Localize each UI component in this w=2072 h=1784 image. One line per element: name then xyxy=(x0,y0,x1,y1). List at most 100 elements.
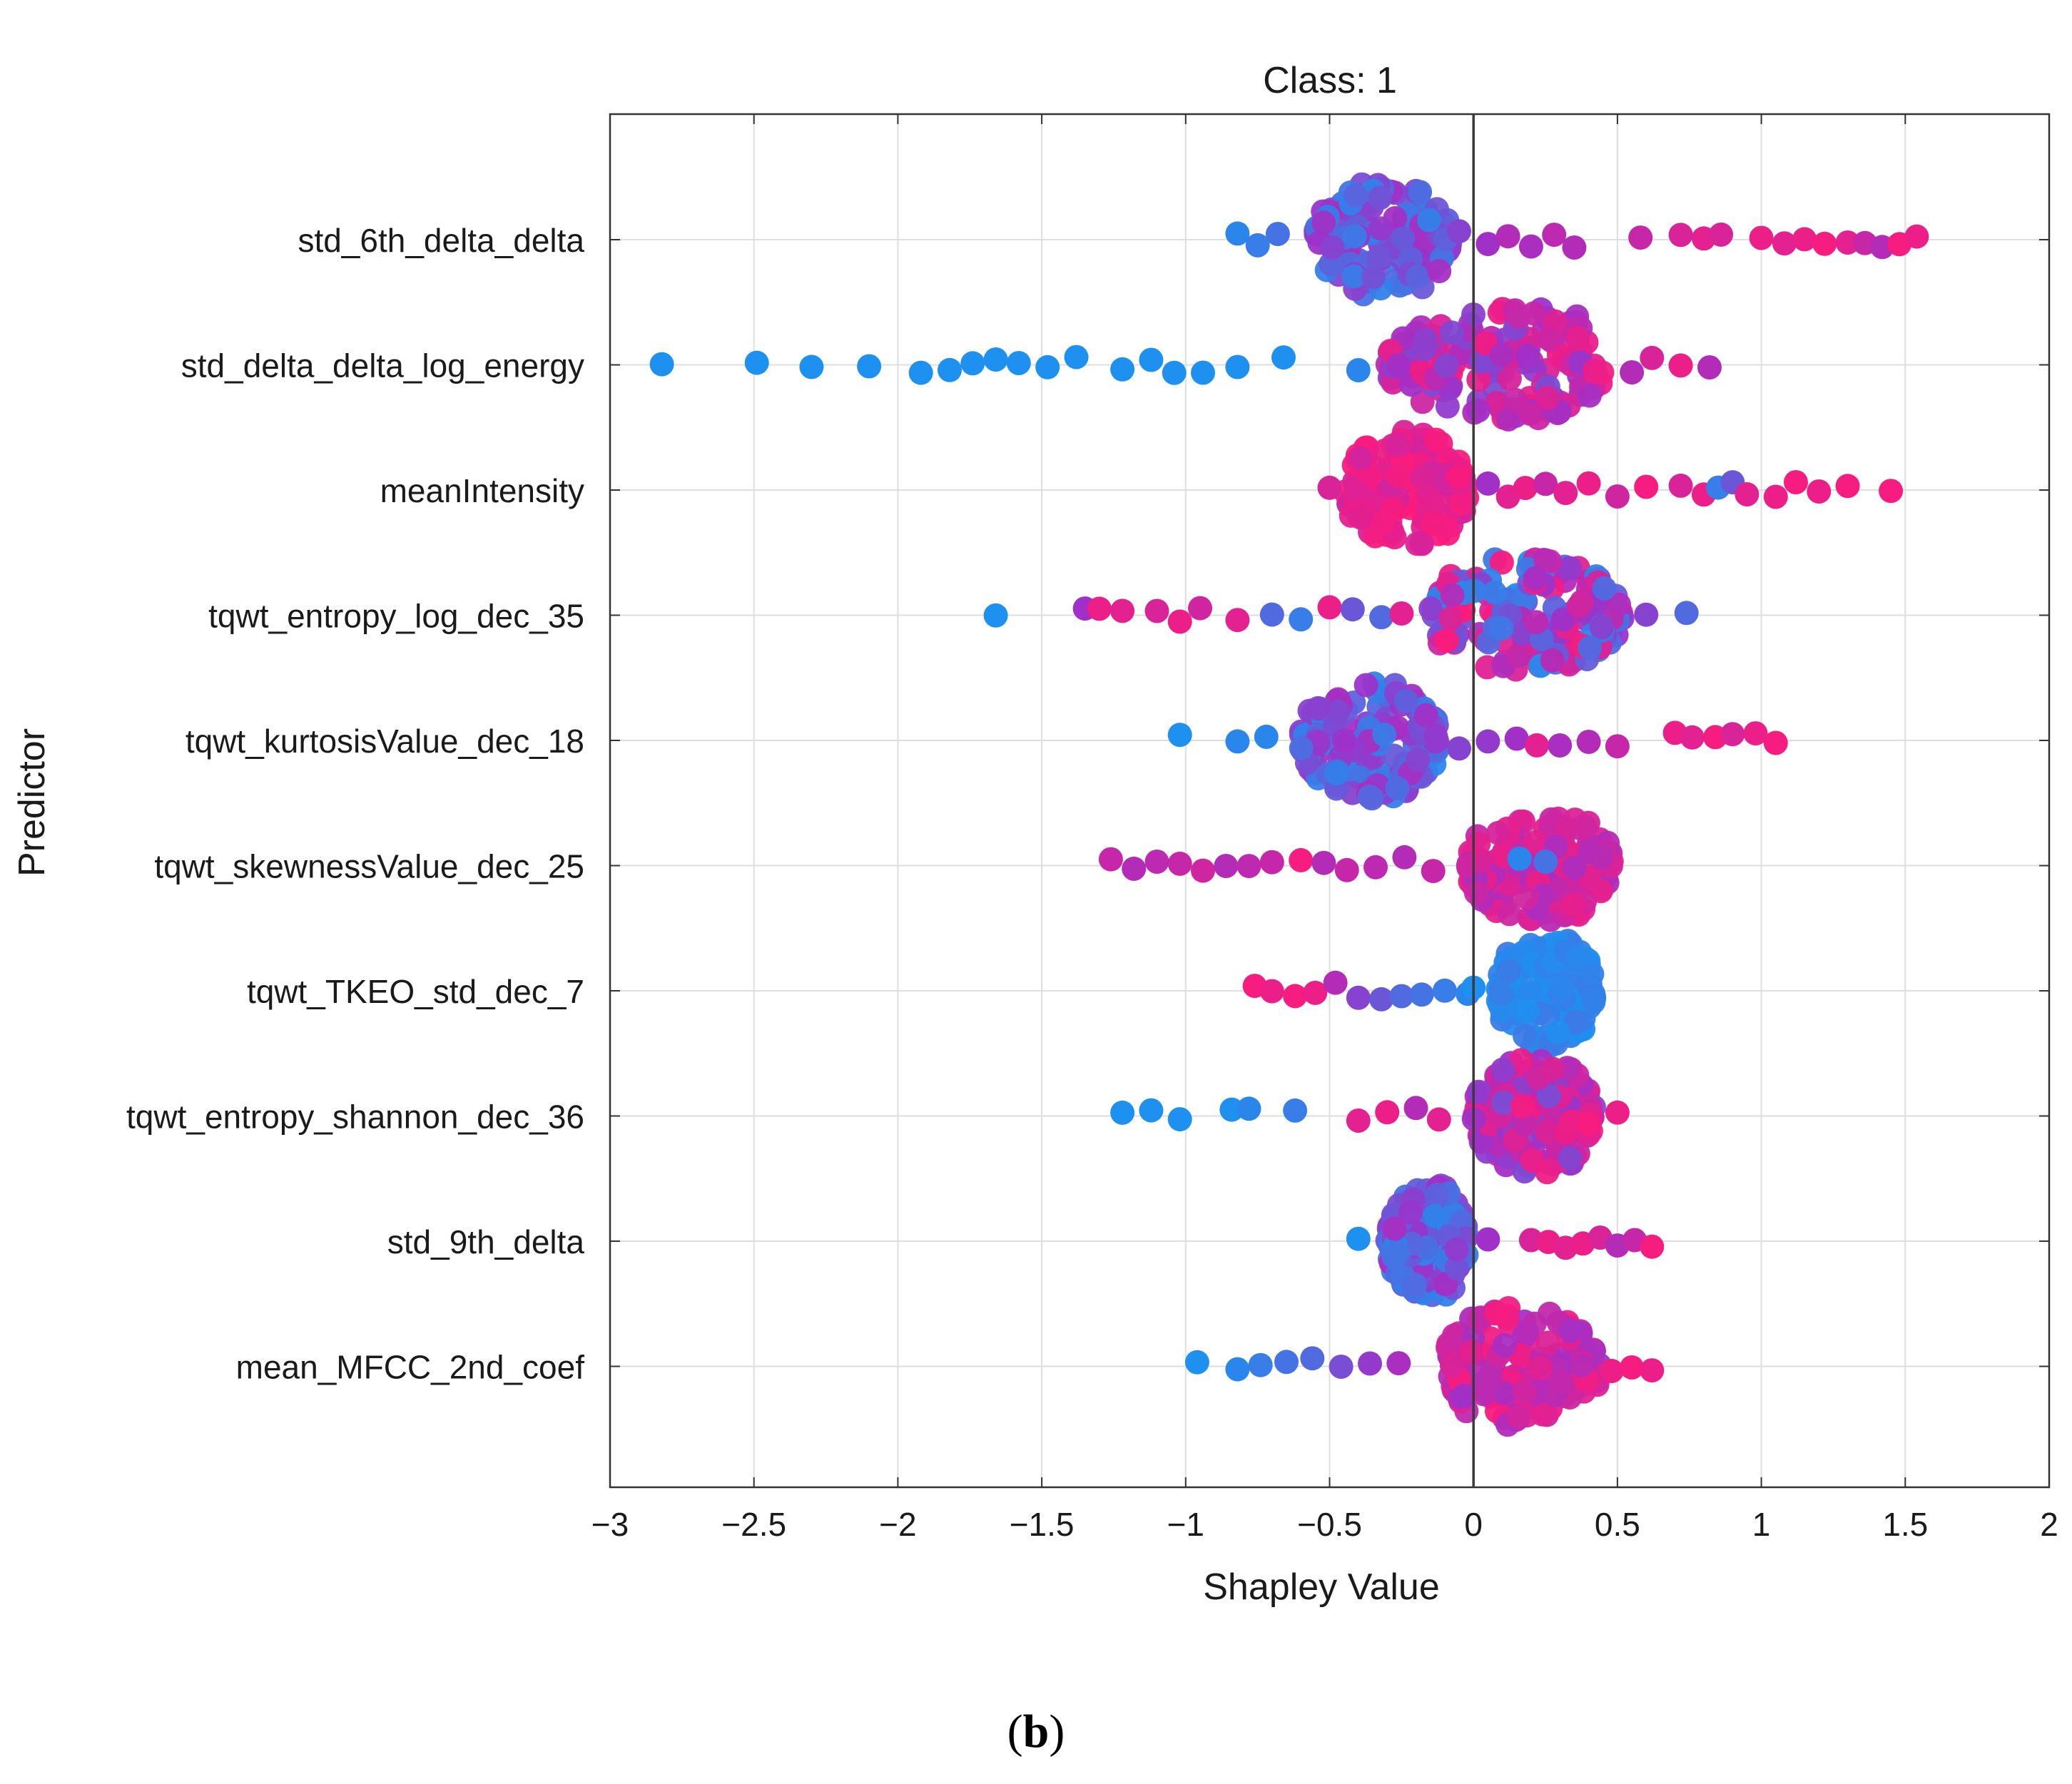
swarm-point xyxy=(1537,327,1562,352)
y-tick-label: meanIntensity xyxy=(380,472,584,509)
swarm-point xyxy=(1491,1380,1516,1405)
panel-label: (b) xyxy=(0,1705,2072,1759)
shapley-point xyxy=(1668,353,1693,378)
shapley-point xyxy=(1409,982,1434,1007)
swarm-point xyxy=(1398,1200,1423,1225)
swarm-point xyxy=(1566,593,1591,618)
y-tick-label: std_delta_delta_log_energy xyxy=(181,347,584,384)
swarm-point xyxy=(1589,845,1614,870)
swarm-point xyxy=(1468,349,1493,374)
shapley-point xyxy=(1340,597,1365,622)
swarm-point xyxy=(1427,259,1452,284)
swarm-point xyxy=(1393,688,1418,713)
x-tick-label: 1 xyxy=(1752,1506,1771,1543)
shapley-point xyxy=(1346,358,1371,382)
shapley-point xyxy=(1225,221,1250,246)
x-tick-label: 0.5 xyxy=(1595,1506,1640,1543)
shapley-point xyxy=(1504,726,1529,751)
shapley-point xyxy=(1421,859,1446,884)
shapley-point xyxy=(649,352,674,377)
shapley-point xyxy=(1191,360,1215,385)
shapley-point xyxy=(799,355,824,379)
shapley-point xyxy=(1576,471,1601,496)
swarm-point xyxy=(1497,366,1522,391)
shapley-point xyxy=(1225,729,1250,754)
predictor-swarm xyxy=(1184,1296,1665,1437)
swarm-point xyxy=(1361,265,1386,290)
swarm-point xyxy=(1510,1094,1535,1118)
swarm-point xyxy=(1513,1379,1538,1404)
swarm-point xyxy=(1490,998,1515,1023)
shapley-point xyxy=(1807,479,1832,504)
grid-lines xyxy=(609,114,2050,1487)
swarm-point xyxy=(1403,1273,1428,1298)
shapley-point xyxy=(1289,607,1314,632)
swarm-point xyxy=(1582,358,1607,383)
shapley-point xyxy=(1265,222,1290,246)
swarm-point xyxy=(1371,511,1396,535)
shapley-point xyxy=(1542,223,1567,248)
shapley-point xyxy=(1271,345,1296,370)
shapley-point xyxy=(1144,850,1169,874)
swarm-point xyxy=(1385,775,1410,800)
swarm-point xyxy=(1535,385,1560,410)
swarm-point xyxy=(1311,210,1336,235)
shapley-point xyxy=(1709,222,1734,247)
shapley-point xyxy=(1674,601,1699,626)
swarm-point xyxy=(1372,722,1397,747)
shapley-point xyxy=(1743,721,1768,746)
predictor-swarm xyxy=(1225,172,1929,307)
swarm-point xyxy=(1562,855,1587,880)
shapley-point xyxy=(1576,1111,1601,1136)
swarm-point xyxy=(1409,531,1434,556)
x-tick-label: 2 xyxy=(2040,1506,2058,1543)
swarm-point xyxy=(1489,616,1514,641)
swarm-point xyxy=(1435,394,1460,419)
swarm-point xyxy=(1423,427,1448,452)
shapley-point xyxy=(1167,851,1192,876)
shapley-point xyxy=(1087,596,1112,621)
shapley-point xyxy=(1599,1359,1624,1383)
swarm-point xyxy=(1385,463,1410,488)
shapley-point xyxy=(1576,730,1601,754)
shapley-point xyxy=(1334,857,1359,882)
shapley-point xyxy=(1369,987,1394,1011)
shapley-point xyxy=(1628,225,1653,250)
shapley-point xyxy=(1562,235,1587,260)
swarm-point xyxy=(1324,761,1349,785)
shapley-point xyxy=(1680,725,1705,750)
swarm-point xyxy=(1508,1048,1533,1073)
shapley-point xyxy=(1191,858,1215,883)
predictor-swarm xyxy=(983,547,1699,682)
predictor-swarm xyxy=(1098,806,1624,932)
predictor-swarm xyxy=(1167,671,1788,811)
predictor-swarm xyxy=(1346,1173,1665,1308)
swarm-point xyxy=(1515,343,1540,368)
shapley-point xyxy=(1697,355,1722,379)
shapley-point xyxy=(1375,1100,1400,1125)
shapley-point xyxy=(1363,855,1388,880)
x-tick-labels: −3 −2.5 −2 −1.5 −1 −0.5 0 0.5 1 1.5 2 xyxy=(591,1506,2058,1543)
shapley-point xyxy=(983,603,1008,628)
shapley-point xyxy=(1122,856,1147,881)
y-tick-label: tqwt_entropy_shannon_dec_36 xyxy=(126,1099,584,1136)
swarm-point xyxy=(1391,226,1416,251)
swarm-point xyxy=(1439,1352,1464,1377)
swarm-point xyxy=(1289,735,1314,760)
shapley-point xyxy=(1668,223,1693,248)
shapley-point xyxy=(1283,984,1308,1009)
shapley-point xyxy=(857,354,882,379)
swarm-point xyxy=(1589,615,1614,640)
swarm-point xyxy=(1482,580,1507,605)
swarm-point xyxy=(1533,548,1558,573)
shapley-point xyxy=(938,357,962,382)
swarm-point xyxy=(1506,1404,1531,1429)
swarm-point xyxy=(1607,592,1632,617)
shapley-point xyxy=(1668,473,1693,498)
y-axis-label: Predictor xyxy=(11,728,53,877)
shapley-point xyxy=(1098,847,1123,872)
swarm-point xyxy=(1569,1353,1594,1378)
shapley-point xyxy=(1236,854,1261,879)
swarm-point xyxy=(1386,433,1410,458)
swarm-point xyxy=(1580,962,1605,987)
